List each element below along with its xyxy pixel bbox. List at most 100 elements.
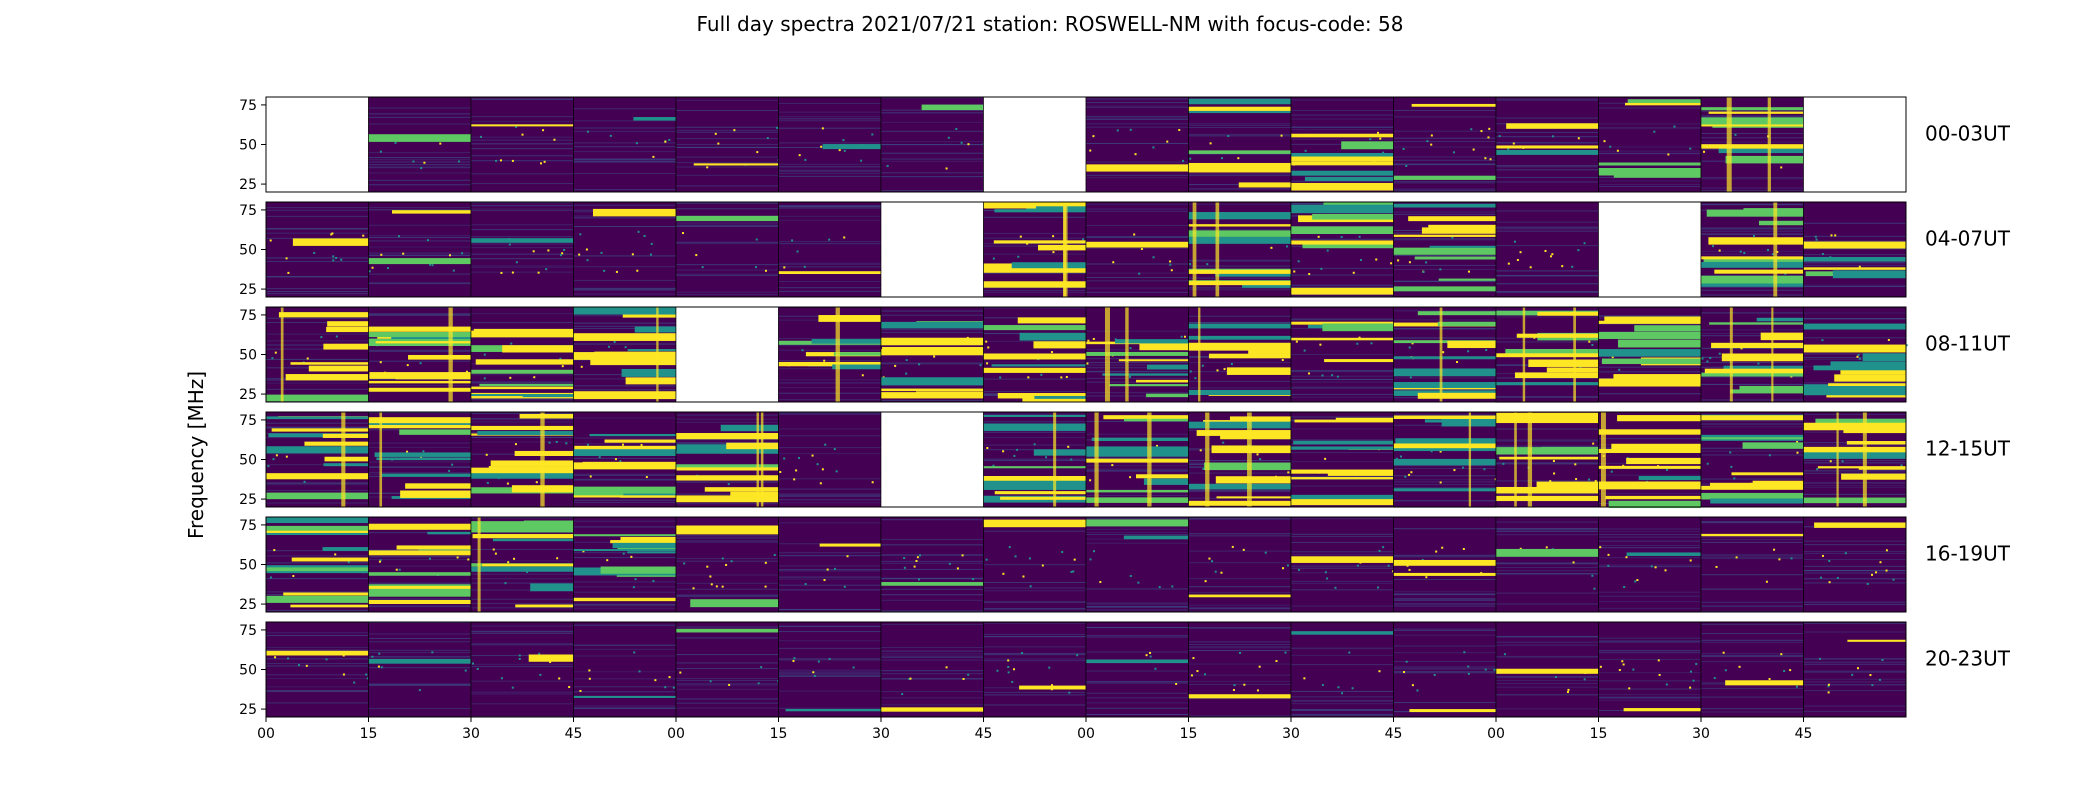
rfi-dot [909, 677, 912, 680]
noise-band [266, 382, 369, 384]
noise-band [1803, 559, 1906, 561]
noise-band [1291, 238, 1394, 240]
emission-band [1188, 269, 1291, 274]
panel-background [1086, 517, 1189, 612]
emission-band [1395, 438, 1496, 446]
noise-band [1393, 180, 1496, 182]
noise-band [676, 626, 779, 628]
rfi-dot [603, 269, 606, 272]
emission-band [291, 557, 369, 562]
rfi-dot [448, 469, 451, 472]
rfi-dot [1667, 153, 1670, 156]
rfi-dot [1579, 365, 1582, 368]
noise-band [1598, 566, 1701, 568]
emission-band [1393, 247, 1496, 251]
noise-band [778, 142, 881, 144]
emission-band [1291, 182, 1394, 191]
noise-band [368, 656, 471, 658]
noise-band [1803, 553, 1906, 555]
rfi-dot [287, 657, 290, 660]
noise-band [1393, 137, 1496, 139]
noise-band [778, 290, 881, 292]
spectrum-panel [1700, 516, 1804, 613]
noise-band [1496, 534, 1599, 536]
noise-band [1496, 527, 1599, 529]
rfi-dot [1621, 660, 1624, 663]
rfi-dot [427, 239, 430, 242]
noise-band [1496, 656, 1599, 658]
noise-band [1188, 650, 1291, 652]
rfi-dot [1467, 672, 1470, 675]
panel-background [1803, 517, 1906, 612]
noise-band [676, 594, 779, 596]
rfi-dot [325, 658, 328, 661]
rfi-dot [379, 559, 382, 562]
noise-band [778, 399, 881, 401]
rfi-dot [608, 345, 611, 348]
emission-band [778, 271, 881, 275]
emission-band [471, 238, 574, 243]
emission-band [471, 330, 574, 338]
noise-band [1086, 602, 1189, 604]
rfi-dot [1045, 456, 1048, 459]
noise-band [573, 644, 676, 646]
noise-band [676, 99, 779, 101]
emission-band [676, 495, 779, 503]
rfi-dot [1065, 375, 1068, 378]
noise-band [1803, 286, 1906, 288]
emission-band [1248, 347, 1291, 354]
rfi-dot [1463, 651, 1466, 654]
noise-band [1188, 491, 1291, 493]
rfi-dot [1411, 342, 1414, 345]
emission-band [1731, 472, 1804, 476]
rfi-dot [764, 585, 767, 588]
rfi-dot [269, 239, 272, 242]
rfi-dot [1216, 369, 1219, 372]
noise-band [881, 130, 984, 132]
rfi-dot [903, 566, 906, 569]
noise-band [1188, 277, 1291, 279]
spectrum-panel [1085, 516, 1189, 613]
emission-band [488, 466, 574, 472]
rfi-dot [871, 133, 874, 136]
spectrum-panel [778, 96, 882, 193]
noise-band [471, 322, 574, 324]
noise-band [1393, 238, 1496, 240]
noise-band [778, 412, 881, 414]
emission-band [589, 433, 676, 437]
spectrum-panel [1598, 306, 1702, 403]
rfi-dot [649, 253, 652, 256]
rfi-dot [709, 680, 712, 683]
emission-band [472, 534, 574, 539]
noise-band [983, 494, 1086, 496]
rfi-dot [1780, 166, 1783, 169]
rfi-dot [589, 475, 592, 478]
emission-band [1803, 384, 1906, 391]
rfi-dot [1871, 684, 1874, 687]
emission-band [1341, 141, 1394, 150]
rfi-dot [568, 686, 571, 689]
noise-band [983, 600, 1086, 602]
emission-band [1291, 446, 1394, 450]
noise-band [983, 581, 1086, 583]
noise-band [778, 671, 881, 673]
rfi-dot [467, 558, 470, 561]
panel-background [1496, 517, 1599, 612]
noise-band [1496, 680, 1599, 682]
emission-band [1146, 393, 1189, 398]
noise-band [368, 708, 471, 710]
spectrum-panel [1188, 621, 1292, 718]
noise-band [1188, 644, 1291, 646]
rfi-dot [565, 442, 568, 445]
noise-band [676, 421, 779, 423]
emission-band [471, 527, 574, 533]
rfi-dot [1281, 359, 1284, 362]
noise-band [676, 273, 779, 275]
emission-band [1708, 237, 1804, 245]
noise-band [573, 204, 676, 206]
rfi-dot [1209, 142, 1212, 145]
rfi-dot [631, 253, 634, 256]
noise-band [1701, 711, 1804, 713]
noise-band [1598, 640, 1701, 642]
